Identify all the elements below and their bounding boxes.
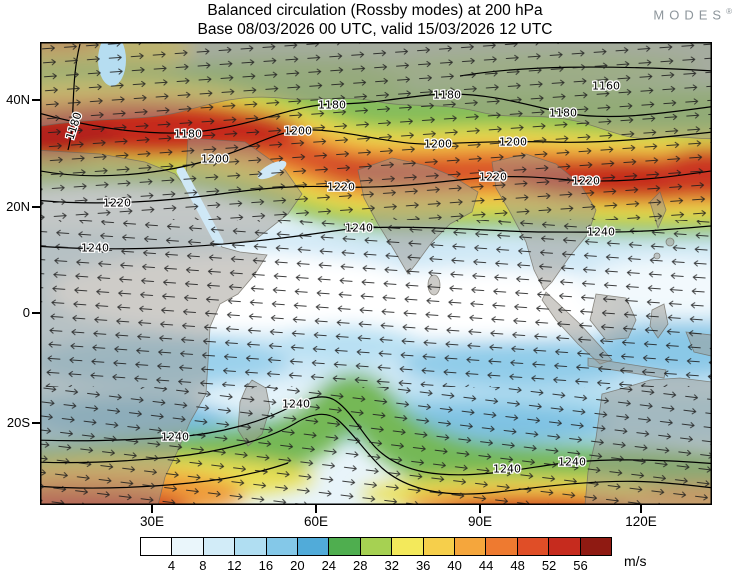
arrow-field-north [40,42,712,220]
colorbar-cell [580,538,612,555]
contour-label: 1220 [479,171,507,184]
colorbar-tick-label: 52 [541,558,557,573]
latitude-tick-label: 20S [6,415,30,430]
colorbar-tick-label: 48 [510,558,525,573]
contour-label: 1240 [282,398,310,411]
contour-label: 1180 [318,99,346,112]
chart-title-block: Balanced circulation (Rossby modes) at 2… [0,2,750,40]
contour-label: 1180 [174,128,202,141]
latitude-tick-label: 0 [22,305,30,320]
longitude-tick [315,505,317,513]
arrow-field-south [40,387,712,505]
colorbar-tick-label: 24 [321,558,337,573]
longitude-tick-label: 60E [303,514,329,529]
colorbar-tick-label: 4 [167,558,176,573]
colorbar-cell [235,538,267,555]
colorbar-tick-label: 44 [478,558,494,573]
longitude-tick [479,505,481,513]
colorbar-cell [360,538,393,555]
colorbar [140,537,612,556]
contour-label: 1180 [433,89,461,102]
registered-mark: ® [726,7,732,16]
contour-label: 1240 [345,222,373,235]
colorbar-cell [141,538,173,555]
modes-logo: MODES® [653,7,732,22]
contour-label: 1220 [572,175,600,188]
colorbar-tick-label: 20 [290,558,305,573]
arrow-field-tropics [40,220,712,387]
contour-label: 1240 [161,431,189,444]
colorbar-cell [549,538,581,555]
contour-label: 1200 [284,125,312,138]
contour-label: 1240 [81,242,109,255]
colorbar-tick-label: 40 [447,558,462,573]
contour-label: 1240 [558,456,586,469]
longitude-tick [151,505,153,513]
colorbar-tick-label: 8 [199,558,207,573]
longitude-tick-label: 30E [139,514,165,529]
contour-label: 1200 [499,136,527,149]
longitude-tick-label: 90E [467,514,493,529]
latitude-tick [32,206,40,208]
colorbar-cell [517,538,550,555]
colorbar-cell [172,538,204,555]
wind-vectors [40,42,712,505]
contour-label: 1220 [103,197,131,210]
latitude-tick [32,422,40,424]
longitude-tick-label: 120E [625,514,657,529]
longitude-tick [640,505,642,513]
colorbar-tick-label: 56 [573,558,588,573]
colorbar-tick-label: 28 [353,558,368,573]
contour-label: 1240 [493,463,521,476]
colorbar-ticks: 4 8 12 16 20 24 28 32 36 40 44 48 52 56 [140,558,612,573]
latitude-tick-label: 40N [6,92,30,107]
colorbar-cell [203,538,236,555]
colorbar-cell [423,538,456,555]
contour-label: 1240 [587,226,615,239]
colorbar-tick-label: 32 [384,558,399,573]
chart-subtitle: Base 08/03/2026 00 UTC, valid 15/03/2026… [197,20,553,38]
map-area: 1160 1180 1180 1180 1180 1180 1200 1200 1200 1200… [40,42,712,505]
contour-label: 1200 [201,153,229,166]
contour-label: 1180 [549,107,577,120]
colorbar-tick-label: 36 [415,558,431,573]
contour-label: 1200 [424,138,452,151]
colorbar-tick-label: 12 [227,558,242,573]
colorbar-cell [455,538,487,555]
modes-logo-text: MODES [653,7,727,23]
contour-label: 1220 [327,181,355,194]
colorbar-cell [329,538,361,555]
colorbar-cell [392,538,424,555]
latitude-tick [32,312,40,314]
contour-label: 1160 [592,80,620,93]
map-frame [40,42,712,505]
colorbar-cell [298,538,330,555]
colorbar-tick-label: 16 [258,558,274,573]
colorbar-unit: m/s [624,553,647,569]
colorbar-cell [486,538,518,555]
chart-title: Balanced circulation (Rossby modes) at 2… [207,2,543,19]
colorbar-cell [266,538,299,555]
latitude-tick-label: 20N [6,199,30,214]
latitude-tick [32,99,40,101]
